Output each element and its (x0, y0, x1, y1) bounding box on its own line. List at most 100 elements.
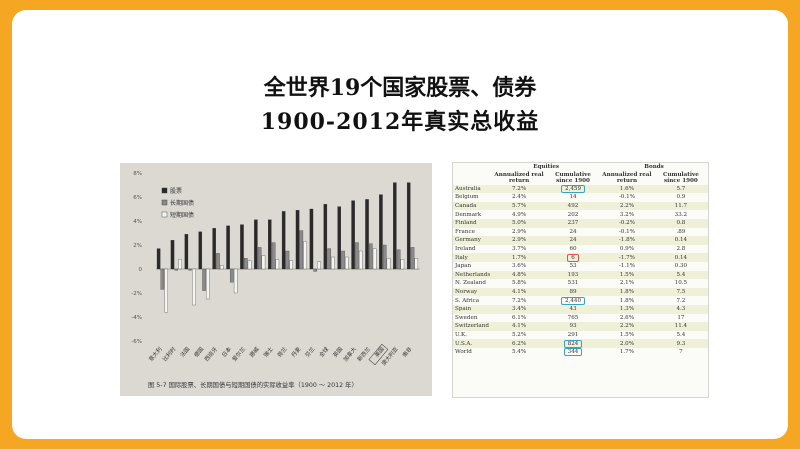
column-header: Annualized real return (602, 171, 652, 185)
value-cell: -0.1% (618, 228, 635, 235)
bar-股票 (212, 228, 216, 270)
table-row: Netherlands 4.8% 193 1.5% 5.4 (453, 270, 708, 280)
value-cell: 5.4 (676, 331, 686, 338)
legend-label: 股票 (170, 188, 182, 195)
value-cell: 0.30 (674, 263, 688, 270)
value-cell: 4.3 (653, 304, 708, 314)
highlighted-value: 6 (567, 253, 579, 262)
value-cell: 824 (545, 339, 601, 348)
value-cell: 7 (679, 349, 683, 356)
table-group-header-row: Equities Bonds (453, 163, 708, 172)
value-cell: 2.0% (600, 339, 654, 348)
country-cell: U.S.A. (453, 339, 493, 348)
value-cell: 5.2% (511, 331, 527, 338)
value-cell: 0.9 (676, 194, 686, 201)
table-row: Italy 1.7% 6 -1.7% 0.14 (453, 253, 708, 262)
bar-长期国债 (230, 268, 234, 283)
value-cell: 5.0% (492, 218, 546, 228)
table-header-blank (453, 163, 492, 172)
value-cell: -1.1% (618, 263, 635, 270)
value-cell: 6.2% (492, 339, 546, 348)
bar-股票 (337, 206, 341, 270)
value-cell: 2,440 (546, 296, 600, 305)
bar-长期国债 (355, 242, 359, 270)
category-label: 德国 (192, 345, 206, 359)
bar-股票 (309, 208, 314, 270)
value-cell: 344 (546, 348, 600, 357)
bar-股票 (226, 225, 230, 270)
value-cell: 53 (569, 263, 577, 270)
value-cell: -0.2% (600, 218, 654, 228)
table-row: Norway 4.1% 89 1.8% 7.5 (453, 287, 708, 297)
value-cell: 5.4 (653, 270, 708, 280)
table-row: Japan 3.6% 53 -1.1% 0.30 (453, 262, 708, 271)
value-cell: 1.5% (600, 270, 654, 280)
bar-长期国债 (313, 268, 317, 272)
value-cell: 0.9% (619, 246, 635, 253)
value-cell: 4.8% (492, 270, 546, 280)
bar-短期国债 (303, 241, 307, 270)
slide-title-line1: 全世界19个国家股票、债券 (263, 75, 537, 101)
country-cell: Italy (453, 253, 493, 262)
country-cell: Norway (453, 287, 493, 297)
column-header (453, 172, 492, 185)
legend-swatch (161, 211, 168, 218)
value-cell: 2,459 (545, 184, 601, 194)
bar-短期国债 (206, 268, 210, 300)
value-cell: 24 (569, 228, 577, 235)
value-cell: -1.7% (600, 253, 654, 262)
value-cell: 4.9% (511, 211, 527, 218)
bar-股票 (156, 248, 161, 270)
value-cell: 6 (545, 253, 601, 262)
bar-长期国债 (202, 268, 206, 291)
value-cell: 2.2% (600, 322, 654, 331)
highlight-box (368, 343, 389, 366)
value-cell: 6.1% (511, 314, 527, 321)
table-row: U.K. 5.2% 291 1.5% 5.4 (453, 331, 708, 340)
value-cell: 24 (545, 236, 601, 245)
y-tick-label: -4% (131, 315, 142, 321)
highlighted-value: 2,459 (560, 184, 585, 193)
value-cell: -0.1% (618, 194, 635, 201)
value-cell: .89 (676, 228, 686, 235)
country-cell: Belgium (455, 194, 479, 201)
value-cell: 193 (545, 270, 601, 280)
country-cell: France (455, 228, 475, 235)
value-cell: 1.5% (619, 331, 635, 338)
table-row: Finland 5.0% 237 -0.2% 0.8 (453, 218, 708, 228)
bar-短期国债 (372, 248, 377, 270)
category-label: 芬兰 (303, 345, 317, 359)
y-tick-label: -2% (131, 291, 142, 297)
value-cell: 5.7% (492, 201, 546, 211)
bar-短期国债 (289, 260, 294, 270)
value-cell: -1.8% (600, 236, 654, 245)
bar-股票 (240, 224, 244, 270)
table-row: Sweden 6.1% 765 2.6% 17 (453, 314, 708, 323)
bar-长期国债 (216, 253, 220, 270)
category-label: 加拿大 (341, 345, 358, 363)
y-tick-label: 2% (133, 243, 142, 249)
value-cell: 3.7% (511, 246, 527, 253)
value-cell: 11.4 (653, 322, 708, 331)
value-cell: 7.2% (492, 184, 546, 194)
value-cell: 89 (545, 287, 601, 297)
country-cell: N. Zealand (455, 280, 486, 287)
value-cell: 0.14 (653, 236, 708, 245)
bar-短期国债 (386, 258, 391, 270)
country-cell: Switzerland (453, 322, 493, 331)
category-label: 西班牙 (202, 345, 219, 363)
bar-长期国债 (174, 268, 179, 271)
category-label: 日本 (220, 345, 234, 359)
bar-短期国债 (164, 268, 168, 313)
value-cell: 0.8 (653, 218, 708, 228)
value-cell: 2.9% (511, 228, 527, 235)
group-header-bonds: Bonds (644, 164, 664, 171)
value-cell: 11.7 (653, 201, 708, 211)
value-cell: 1.7% (492, 253, 546, 262)
category-label: 瑞士 (261, 345, 275, 359)
table-row: Spain 3.4% 43 1.3% 4.3 (453, 304, 708, 314)
category-label: 爱尔兰 (230, 345, 247, 363)
bar-短期国债 (400, 259, 405, 270)
slide: 全世界19个国家股票、债券 1900-2012年真实总收益 8% 6% 4% 2% 0 -… (12, 10, 788, 439)
